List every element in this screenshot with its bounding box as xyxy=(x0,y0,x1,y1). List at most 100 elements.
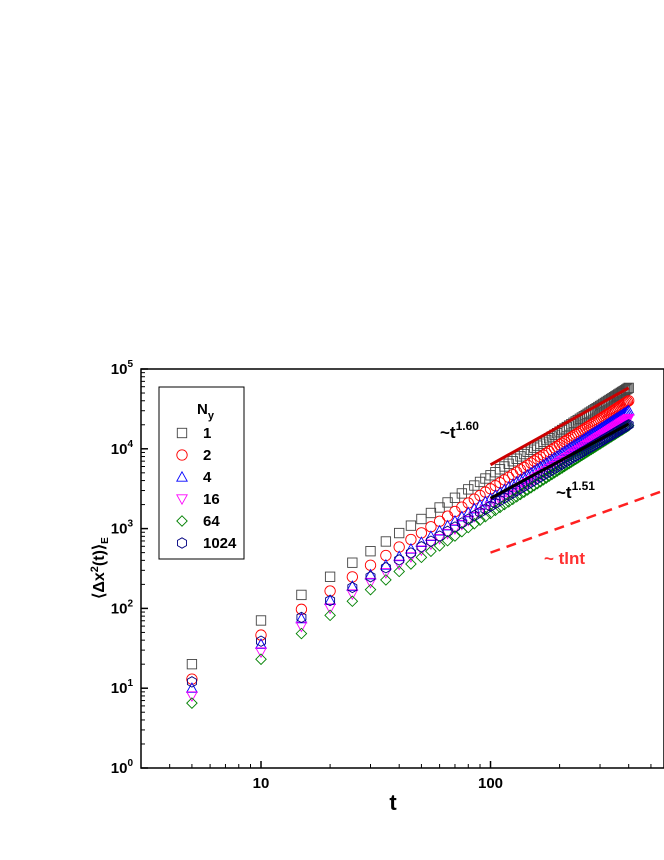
legend-marker xyxy=(176,515,188,527)
legend-label: 1 xyxy=(203,425,211,442)
data-point xyxy=(255,615,267,626)
data-point xyxy=(324,585,336,597)
plot-frame xyxy=(140,368,664,769)
series-2 xyxy=(186,395,635,685)
data-point xyxy=(416,541,427,553)
data-point xyxy=(619,385,631,396)
data-point xyxy=(484,507,497,520)
y-tick-label: 101 xyxy=(111,678,134,697)
data-point xyxy=(479,510,492,523)
axis-ticks: 100 101 102 103 104 105 10 100 xyxy=(111,359,652,792)
data-point xyxy=(503,489,514,502)
legend-label: 64 xyxy=(203,513,220,530)
data-point xyxy=(347,557,358,568)
data-point xyxy=(617,386,628,398)
data-point xyxy=(379,568,392,579)
data-point xyxy=(456,517,467,529)
data-point xyxy=(456,488,467,499)
data-point xyxy=(404,542,417,554)
data-point xyxy=(522,446,533,458)
data-point xyxy=(518,486,530,498)
legend-label: 1024 xyxy=(203,535,237,552)
data-point xyxy=(405,520,417,531)
legend-item-1: 1 xyxy=(176,425,211,442)
data-point xyxy=(365,571,376,583)
data-point xyxy=(324,603,337,615)
data-point xyxy=(489,504,502,517)
data-point xyxy=(469,480,480,491)
data-point xyxy=(623,419,634,431)
data-point xyxy=(573,450,586,463)
data-point xyxy=(474,476,486,488)
legend-label: 16 xyxy=(203,491,220,508)
data-point xyxy=(347,581,358,594)
legend-marker xyxy=(176,494,188,506)
data-point xyxy=(595,435,605,448)
data-point xyxy=(475,506,485,519)
legend-marker xyxy=(177,537,187,549)
data-point xyxy=(576,449,588,462)
y-tick-label: 105 xyxy=(111,359,134,378)
data-point xyxy=(296,611,307,624)
data-point xyxy=(255,629,267,641)
data-point xyxy=(529,442,540,453)
data-point xyxy=(415,536,428,548)
data-point xyxy=(393,565,406,578)
data-point xyxy=(621,384,632,395)
data-point xyxy=(364,559,377,571)
data-point xyxy=(185,691,198,703)
data-point xyxy=(393,550,406,562)
fit-lines xyxy=(489,386,664,554)
data-point xyxy=(324,571,336,582)
data-point xyxy=(364,577,377,589)
data-point xyxy=(186,697,198,709)
x-tick-label: 10 xyxy=(253,775,270,792)
data-point xyxy=(186,673,198,685)
data-point xyxy=(474,499,486,510)
x-axis-label: t xyxy=(389,790,397,815)
data-point xyxy=(494,501,506,514)
data-point xyxy=(405,547,416,559)
fit-label-1-51: ~t1.51 xyxy=(556,479,595,502)
data-point xyxy=(499,492,510,504)
data-point xyxy=(502,496,515,508)
legend-marker xyxy=(176,449,188,461)
data-point xyxy=(186,659,198,670)
data-point xyxy=(468,517,481,530)
reference-line-label: ~ tlnt xyxy=(544,549,585,568)
data-point xyxy=(415,545,428,557)
data-point xyxy=(463,484,474,495)
legend-label: 2 xyxy=(203,447,211,464)
data-point xyxy=(380,561,391,574)
data-point xyxy=(468,511,481,523)
legend-marker xyxy=(176,470,188,482)
data-point xyxy=(622,419,633,432)
data-point xyxy=(424,530,437,541)
data-point xyxy=(499,461,510,472)
data-point xyxy=(622,413,635,425)
legend-item-64: 64 xyxy=(176,513,220,530)
data-point xyxy=(404,552,417,563)
data-point xyxy=(622,383,633,394)
data-point xyxy=(619,421,630,433)
data-point xyxy=(621,414,634,426)
y-tick-label: 103 xyxy=(111,519,134,538)
y-tick-label: 104 xyxy=(111,439,134,458)
data-point xyxy=(463,513,474,525)
data-point xyxy=(535,438,546,449)
data-point xyxy=(434,530,445,542)
data-point xyxy=(295,621,308,633)
data-point xyxy=(346,580,359,591)
data-point xyxy=(474,514,486,526)
data-point xyxy=(346,595,359,608)
data-point xyxy=(425,545,437,558)
data-point xyxy=(425,535,436,547)
x-tick-label: 100 xyxy=(478,775,503,792)
data-point xyxy=(405,558,417,570)
data-point xyxy=(576,446,587,459)
data-point xyxy=(255,638,267,649)
data-point xyxy=(462,515,475,527)
data-point xyxy=(577,448,590,460)
data-point xyxy=(295,627,308,640)
data-point xyxy=(442,525,453,538)
